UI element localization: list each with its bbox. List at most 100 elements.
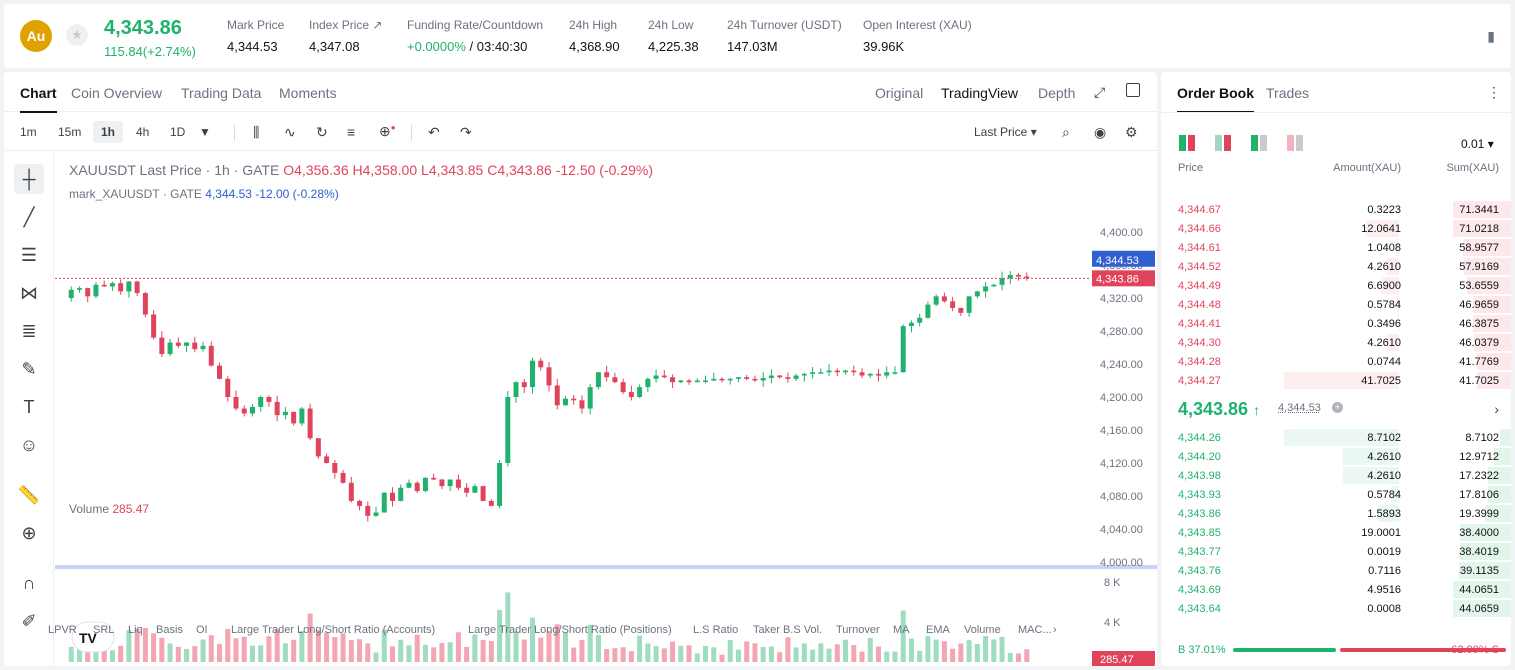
ask-row[interactable]: 4,344.27 41.7025 41.7025 (1161, 371, 1511, 390)
ruler-icon[interactable]: 📏 (17, 484, 41, 505)
ask-row[interactable]: 4,344.49 6.6900 53.6559 (1161, 276, 1511, 295)
magnet-icon[interactable]: ∩ (22, 572, 36, 593)
ask-row[interactable]: 4,344.48 0.5784 46.9659 (1161, 295, 1511, 314)
add-alert-icon[interactable]: ⊕● (379, 123, 396, 139)
tab-moments[interactable]: Moments (279, 85, 337, 101)
precision-select[interactable]: 0.01 ▾ (1461, 137, 1494, 151)
candle-type-icon[interactable]: ⫼ (253, 124, 260, 140)
view-bids-icon[interactable] (1251, 135, 1267, 151)
search-icon[interactable]: ⌕ (1062, 124, 1070, 140)
tab-coin-overview[interactable]: Coin Overview (71, 85, 163, 101)
timeframe-1d[interactable]: 1D (170, 125, 186, 139)
tab-order-book[interactable]: Order Book (1177, 85, 1255, 113)
ask-row[interactable]: 4,344.30 4.2610 46.0379 (1161, 333, 1511, 352)
indicator-10[interactable]: MA (893, 624, 910, 636)
indicator-9[interactable]: Turnover (836, 624, 880, 636)
indicator-3[interactable]: Basis (156, 624, 183, 636)
tab-chart[interactable]: Chart (20, 85, 57, 113)
candle-body (93, 284, 99, 297)
indicator-11[interactable]: EMA (926, 624, 950, 636)
indicator-6[interactable]: Large Trader Long/Short Ratio (Positions… (468, 624, 672, 636)
chevron-right-icon[interactable]: › (1494, 401, 1499, 417)
view-both-icon[interactable] (1179, 135, 1195, 151)
timeframe-4h[interactable]: 4h (136, 125, 150, 139)
indicator-1[interactable]: SRL (93, 624, 115, 636)
timeframe-15m[interactable]: 15m (58, 125, 82, 139)
price-chart[interactable]: 4,400.004,360.004,320.004,280.004,240.00… (55, 152, 1157, 666)
view-depth[interactable]: Depth (1038, 85, 1076, 101)
horizontal-lines-icon[interactable]: ☰ (20, 244, 38, 265)
ask-row[interactable]: 4,344.52 4.2610 57.9169 (1161, 257, 1511, 276)
indicators-icon[interactable]: ∿ (284, 124, 296, 140)
window-icon[interactable] (1126, 83, 1140, 97)
crosshair-icon[interactable]: ┼ (14, 164, 44, 194)
trend-line-icon[interactable]: ╱ (23, 206, 35, 227)
templates-icon[interactable]: ≡ (347, 124, 356, 140)
chart-tabs: Chart Coin Overview Trading Data Moments… (4, 72, 1157, 113)
undo-icon[interactable]: ↶ (428, 124, 440, 140)
pattern-icon[interactable]: ⋈ (20, 282, 38, 303)
stat-funding-rate: Funding Rate/Countdown +0.0000% / 03:40:… (407, 18, 543, 54)
indicator-0[interactable]: LPVR (48, 624, 77, 636)
view-tradingview[interactable]: TradingView (941, 85, 1019, 101)
view-asks-icon[interactable] (1215, 135, 1231, 151)
bid-row[interactable]: 4,343.69 4.9516 44.0651 (1161, 580, 1511, 599)
fib-icon[interactable]: ≣ (21, 320, 37, 341)
candle-body (217, 365, 223, 379)
ask-row[interactable]: 4,344.67 0.3223 71.3441 (1161, 200, 1511, 219)
volume-bar (324, 632, 330, 662)
favorite-star-icon[interactable]: ★ (66, 24, 88, 46)
fullscreen-icon[interactable]: ⤢ (1094, 84, 1106, 100)
bid-row[interactable]: 4,343.85 19.0001 38.4000 (1161, 523, 1511, 542)
stat-24h-turnover: 24h Turnover (USDT) 147.03M (727, 18, 842, 54)
y-tick-label: 4,200.00 (1100, 392, 1143, 404)
pencil-lock-icon[interactable]: ✐ (21, 610, 37, 631)
ask-row[interactable]: 4,344.28 0.0744 41.7769 (1161, 352, 1511, 371)
info-plus-icon[interactable]: + (1332, 402, 1343, 413)
price-type-select[interactable]: Last Price ▾ (974, 125, 1037, 139)
stat-index-price[interactable]: Index Price ↗ 4,347.08 (309, 18, 382, 54)
camera-icon[interactable]: ◉ (1094, 124, 1107, 140)
volume-bar (208, 635, 214, 662)
indicator-4[interactable]: OI (196, 624, 208, 636)
sum-cell: 58.9577 (1459, 242, 1499, 254)
view-original[interactable]: Original (875, 85, 924, 101)
more-menu-icon[interactable]: ⋮ (1487, 84, 1501, 100)
timeframe-dropdown-icon[interactable]: ▼ (199, 125, 211, 139)
brush-icon[interactable]: ✎ (21, 358, 37, 379)
bid-row[interactable]: 4,343.86 1.5893 19.3999 (1161, 504, 1511, 523)
compare-icon[interactable]: ↻ (316, 124, 328, 140)
view-compact-icon[interactable] (1287, 135, 1303, 151)
indicator-12[interactable]: Volume (964, 624, 1001, 636)
amount-cell: 0.3223 (1367, 204, 1401, 216)
bid-row[interactable]: 4,344.20 4.2610 12.9712 (1161, 447, 1511, 466)
bid-row[interactable]: 4,343.98 4.2610 17.2322 (1161, 466, 1511, 485)
tab-trading-data[interactable]: Trading Data (181, 85, 262, 101)
emoji-icon[interactable]: ☺ (19, 434, 39, 455)
volume-bar (859, 651, 865, 662)
indicator-5[interactable]: Large Trader Long/Short Ratio (Accounts) (231, 624, 436, 636)
ask-row[interactable]: 4,344.66 12.0641 71.0218 (1161, 219, 1511, 238)
book-icon[interactable]: ▮ (1487, 28, 1495, 44)
text-tool-icon[interactable]: T (23, 396, 35, 417)
indicator-7[interactable]: L.S Ratio (693, 624, 739, 636)
zoom-in-icon[interactable]: ⊕ (21, 522, 37, 543)
indicator-8[interactable]: Taker B.S Vol. (753, 624, 823, 636)
ask-row[interactable]: 4,344.41 0.3496 46.3875 (1161, 314, 1511, 333)
bid-row[interactable]: 4,343.77 0.0019 38.4019 (1161, 542, 1511, 561)
divider (411, 125, 412, 141)
bid-row[interactable]: 4,343.64 0.0008 44.0659 (1161, 599, 1511, 618)
settings-gear-icon[interactable]: ⚙ (1125, 124, 1138, 140)
ask-row[interactable]: 4,344.61 1.0408 58.9577 (1161, 238, 1511, 257)
chevron-right-icon[interactable]: › (1053, 624, 1057, 636)
bid-row[interactable]: 4,343.93 0.5784 17.8106 (1161, 485, 1511, 504)
timeframe-1m[interactable]: 1m (20, 125, 37, 139)
tab-trades[interactable]: Trades (1266, 85, 1310, 101)
bid-row[interactable]: 4,343.76 0.7116 39.1135 (1161, 561, 1511, 580)
indicator-13[interactable]: MAC... (1018, 624, 1052, 636)
timeframe-1h[interactable]: 1h (93, 121, 124, 143)
indicator-2[interactable]: Liq (128, 624, 143, 636)
redo-icon[interactable]: ↷ (460, 124, 472, 140)
bid-row[interactable]: 4,344.26 8.7102 8.7102 (1161, 428, 1511, 447)
volume-bar (389, 646, 395, 662)
